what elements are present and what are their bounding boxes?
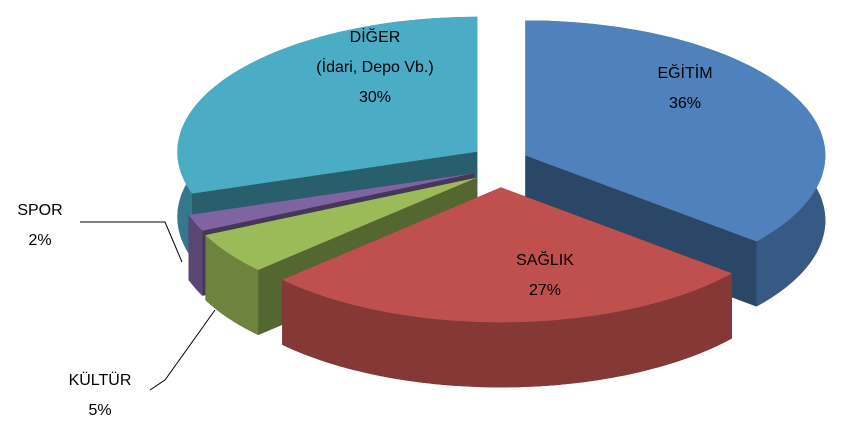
label-line: SPOR (17, 202, 62, 219)
value-label: 30% (359, 89, 391, 106)
slice (282, 187, 732, 323)
slice (188, 173, 474, 231)
value-label: 2% (28, 232, 51, 249)
slice-edge (205, 177, 477, 301)
leader-line (80, 221, 183, 263)
label-line: (İdari, Depo Vb.) (316, 57, 433, 76)
category-label: DİĞER (İdari, Depo Vb.) (316, 27, 433, 76)
category-label: KÜLTÜR (69, 371, 132, 389)
leader-line (149, 309, 216, 391)
slice-side (205, 235, 259, 335)
slice-side (282, 273, 732, 388)
category-label: SAĞLIK (516, 250, 574, 269)
value-label: 5% (88, 402, 111, 419)
slice-side (188, 215, 203, 296)
category-label: EĞİTİM (657, 63, 712, 82)
label-line: SAĞLIK (516, 250, 574, 269)
label-line: KÜLTÜR (69, 371, 132, 389)
label-line: DİĞER (350, 27, 401, 46)
value-label: 36% (669, 95, 701, 112)
slice (177, 16, 478, 194)
label-line: EĞİTİM (657, 63, 712, 82)
category-label: SPOR (17, 202, 62, 219)
value-label: 27% (529, 282, 561, 299)
slice (525, 20, 826, 242)
slice (205, 177, 477, 270)
